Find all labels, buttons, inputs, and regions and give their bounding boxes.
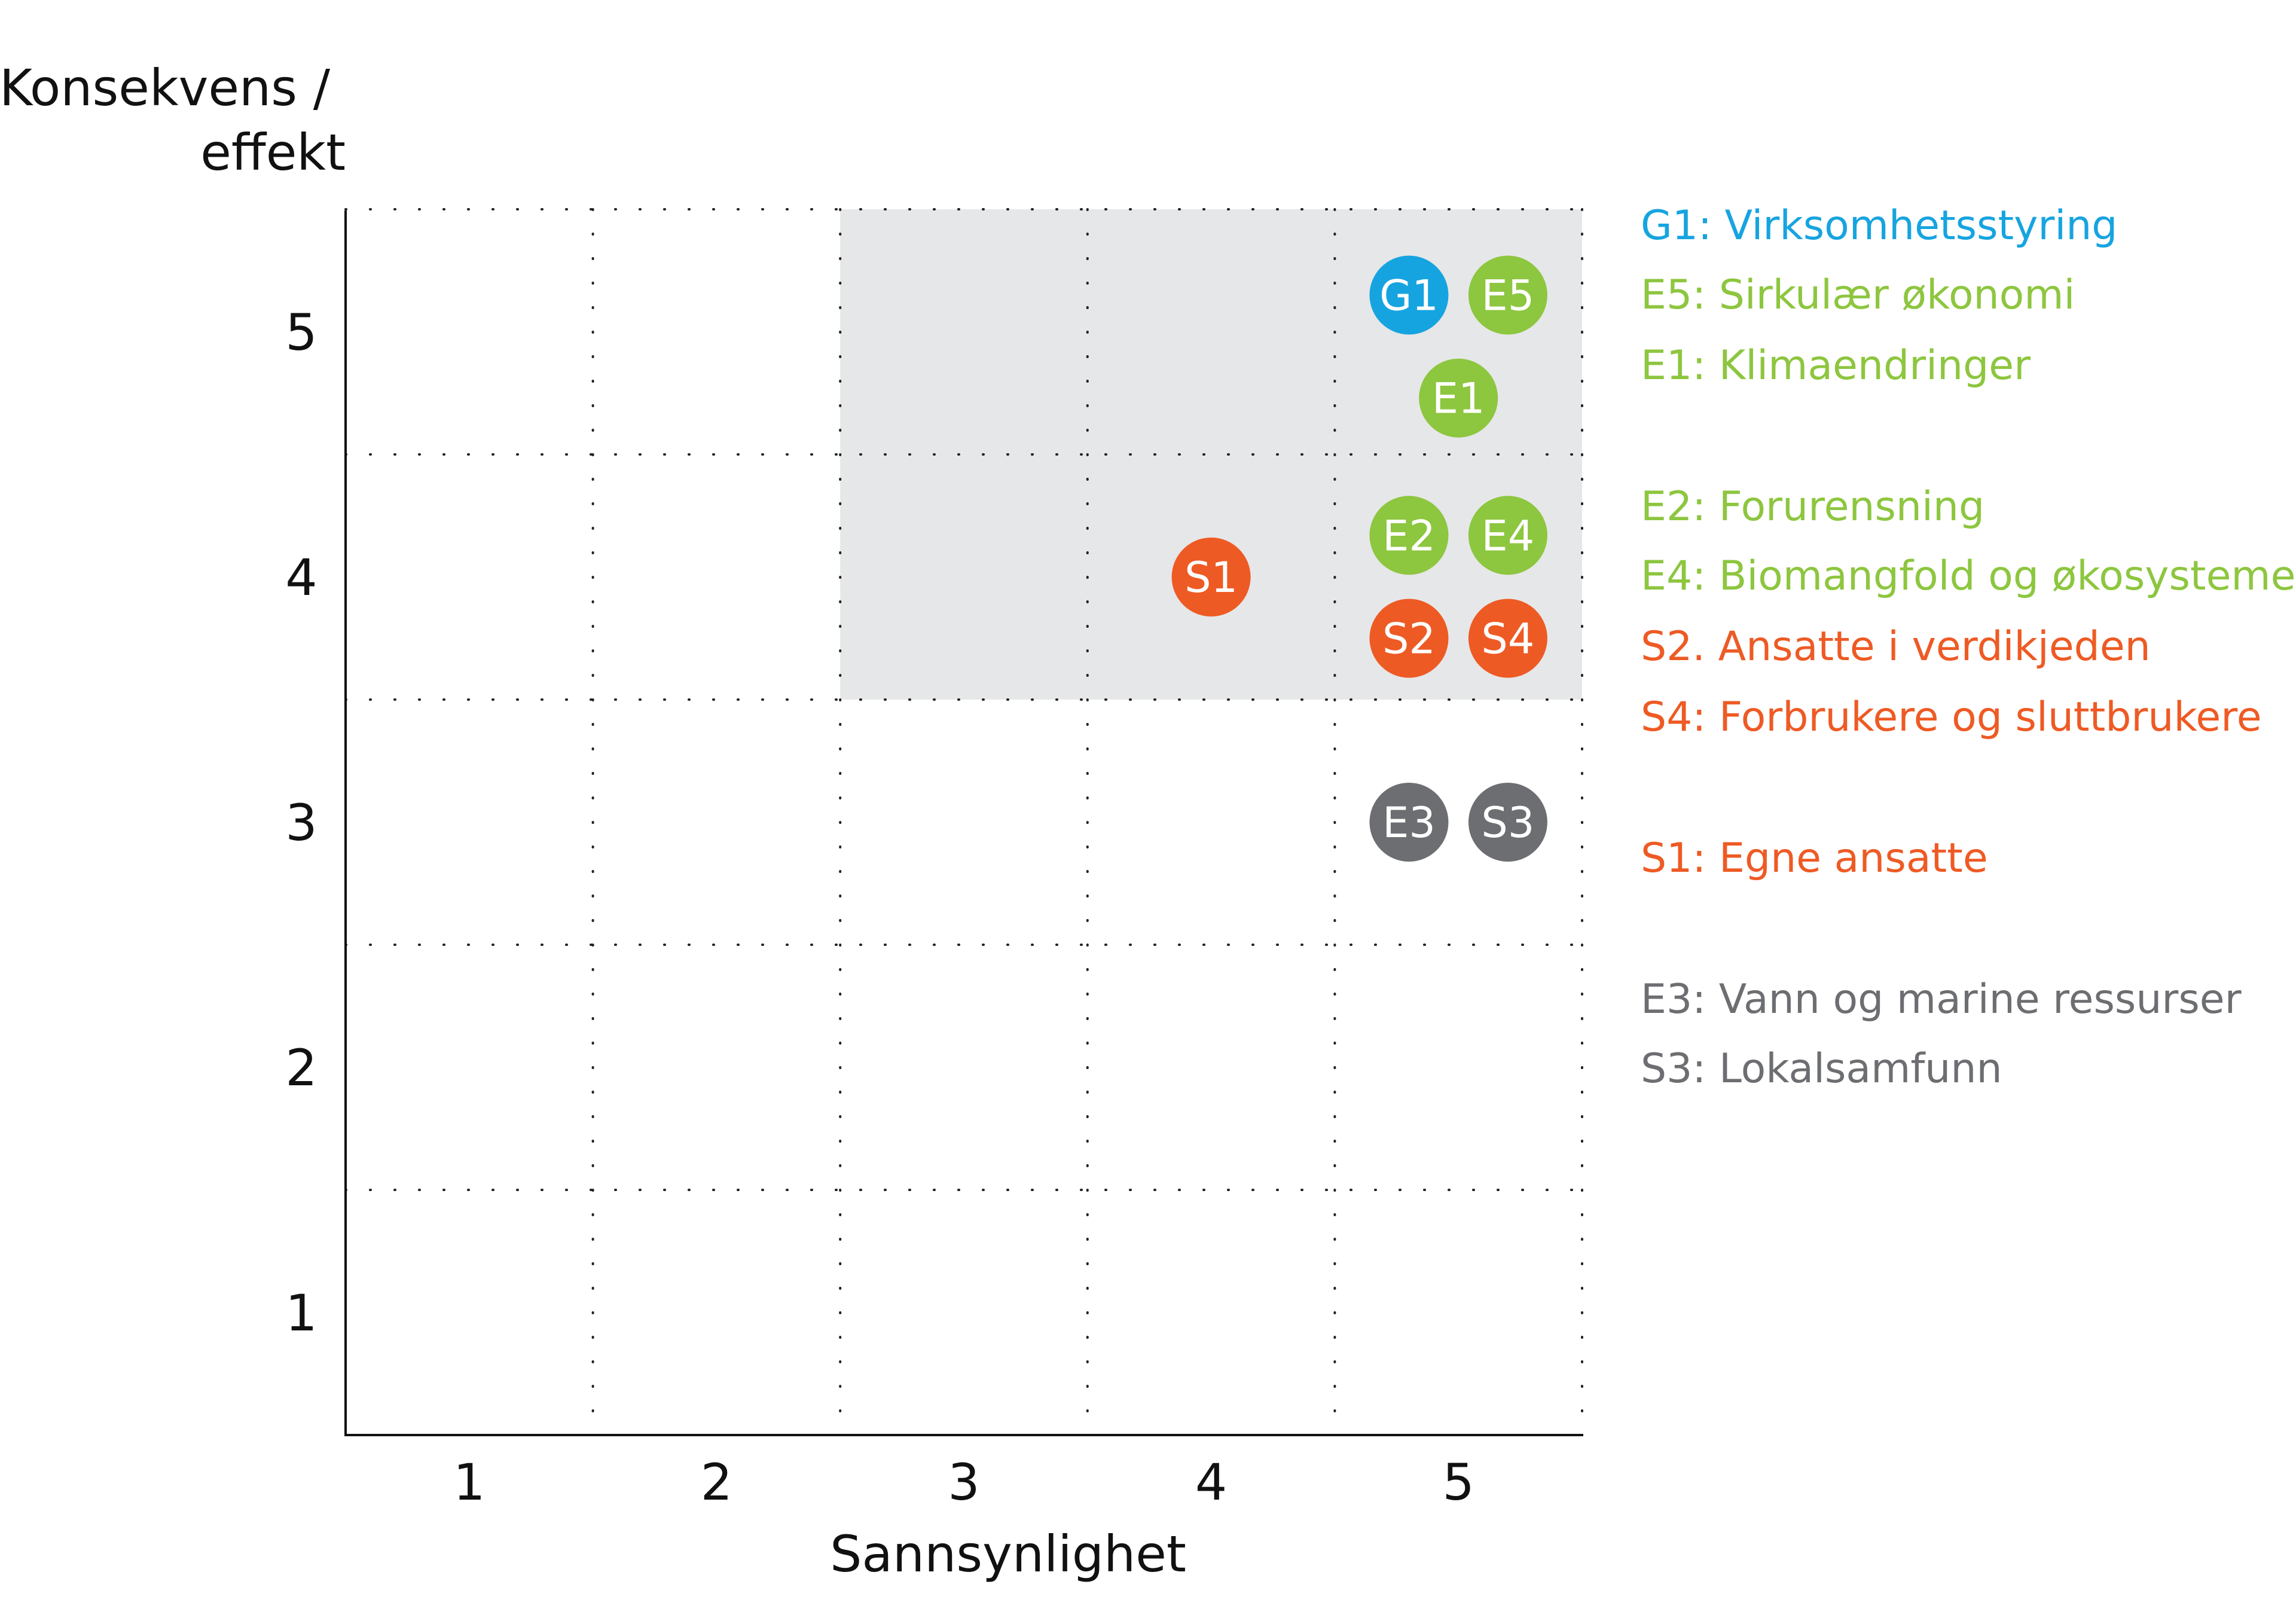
point-label: E1 [1432,374,1485,423]
point-marker [1468,599,1547,678]
x-tick-label: 5 [1442,1453,1474,1512]
x-axis-label: Sannsynlighet [830,1525,1186,1583]
x-tick-label: 1 [453,1453,485,1512]
point-marker [1171,538,1251,616]
y-tick-label: 3 [285,793,317,852]
point-label: S3 [1481,798,1534,847]
y-axis-label-line1: Konsekvens / [0,59,331,117]
point-marker [1468,783,1547,862]
point-marker [1369,255,1449,335]
legend: G1: Virksomhetsstyring E5: Sirkulær økono… [1641,202,2296,1092]
legend-item: E2: Forurensning [1641,483,1984,530]
point-marker [1369,496,1449,575]
tick-labels: 1 2 3 4 5 1 2 3 4 5 [285,303,1474,1512]
legend-item: S3: Lokalsamfunn [1641,1045,2002,1092]
x-tick-label: 2 [701,1453,732,1512]
point-e5: E5 [1468,255,1547,335]
legend-item: G1: Virksomhetsstyring [1641,202,2117,249]
y-axis-label-line2: effekt [200,123,346,182]
point-g1: G1 [1369,255,1449,335]
x-tick-label: 3 [948,1453,979,1512]
point-marker [1468,496,1547,575]
axis-layer [344,210,1583,1436]
y-tick-label: 2 [285,1039,317,1097]
point-e3: E3 [1369,783,1449,862]
point-s2: S2 [1369,599,1449,678]
point-label: G1 [1379,271,1439,320]
y-tick-label: 4 [285,548,317,607]
legend-item: S4: Forbrukere og sluttbrukere [1641,694,2262,741]
legend-item: E5: Sirkulær økonomi [1641,271,2075,319]
highlight-region [840,209,1582,700]
legend-item: E3: Vann og marine ressurser [1641,976,2242,1023]
point-e1: E1 [1419,358,1498,438]
point-label: S4 [1481,615,1534,664]
x-tick-label: 4 [1195,1453,1227,1512]
point-s1: S1 [1171,538,1251,616]
point-label: E3 [1382,798,1436,847]
point-marker [1369,599,1449,678]
point-s3: S3 [1468,783,1547,862]
legend-item: S2. Ansatte i verdikjeden [1641,623,2151,670]
point-marker [1468,255,1547,335]
y-tick-label: 5 [285,303,317,362]
point-s4: S4 [1468,599,1547,678]
point-label: S1 [1184,553,1238,602]
y-tick-label: 1 [285,1284,317,1342]
highlight-layer [840,209,1582,700]
point-marker [1419,358,1498,438]
point-e2: E2 [1369,496,1449,575]
point-label: E5 [1482,271,1535,320]
legend-item: S1: Egne ansatte [1641,835,1988,882]
point-e4: E4 [1468,496,1547,575]
point-marker [1369,783,1449,862]
legend-item: E1: Klimaendringer [1641,342,2031,389]
point-label: S2 [1382,615,1436,664]
grid-layer [344,208,1583,1436]
points-layer: G1 E5 E1 E2 E4 S1 S2 S4 E3 S3 [1171,255,1547,862]
point-label: E4 [1482,511,1535,560]
point-label: E2 [1382,511,1436,560]
legend-item: E4: Biomangfold og økosystemer [1641,552,2296,600]
